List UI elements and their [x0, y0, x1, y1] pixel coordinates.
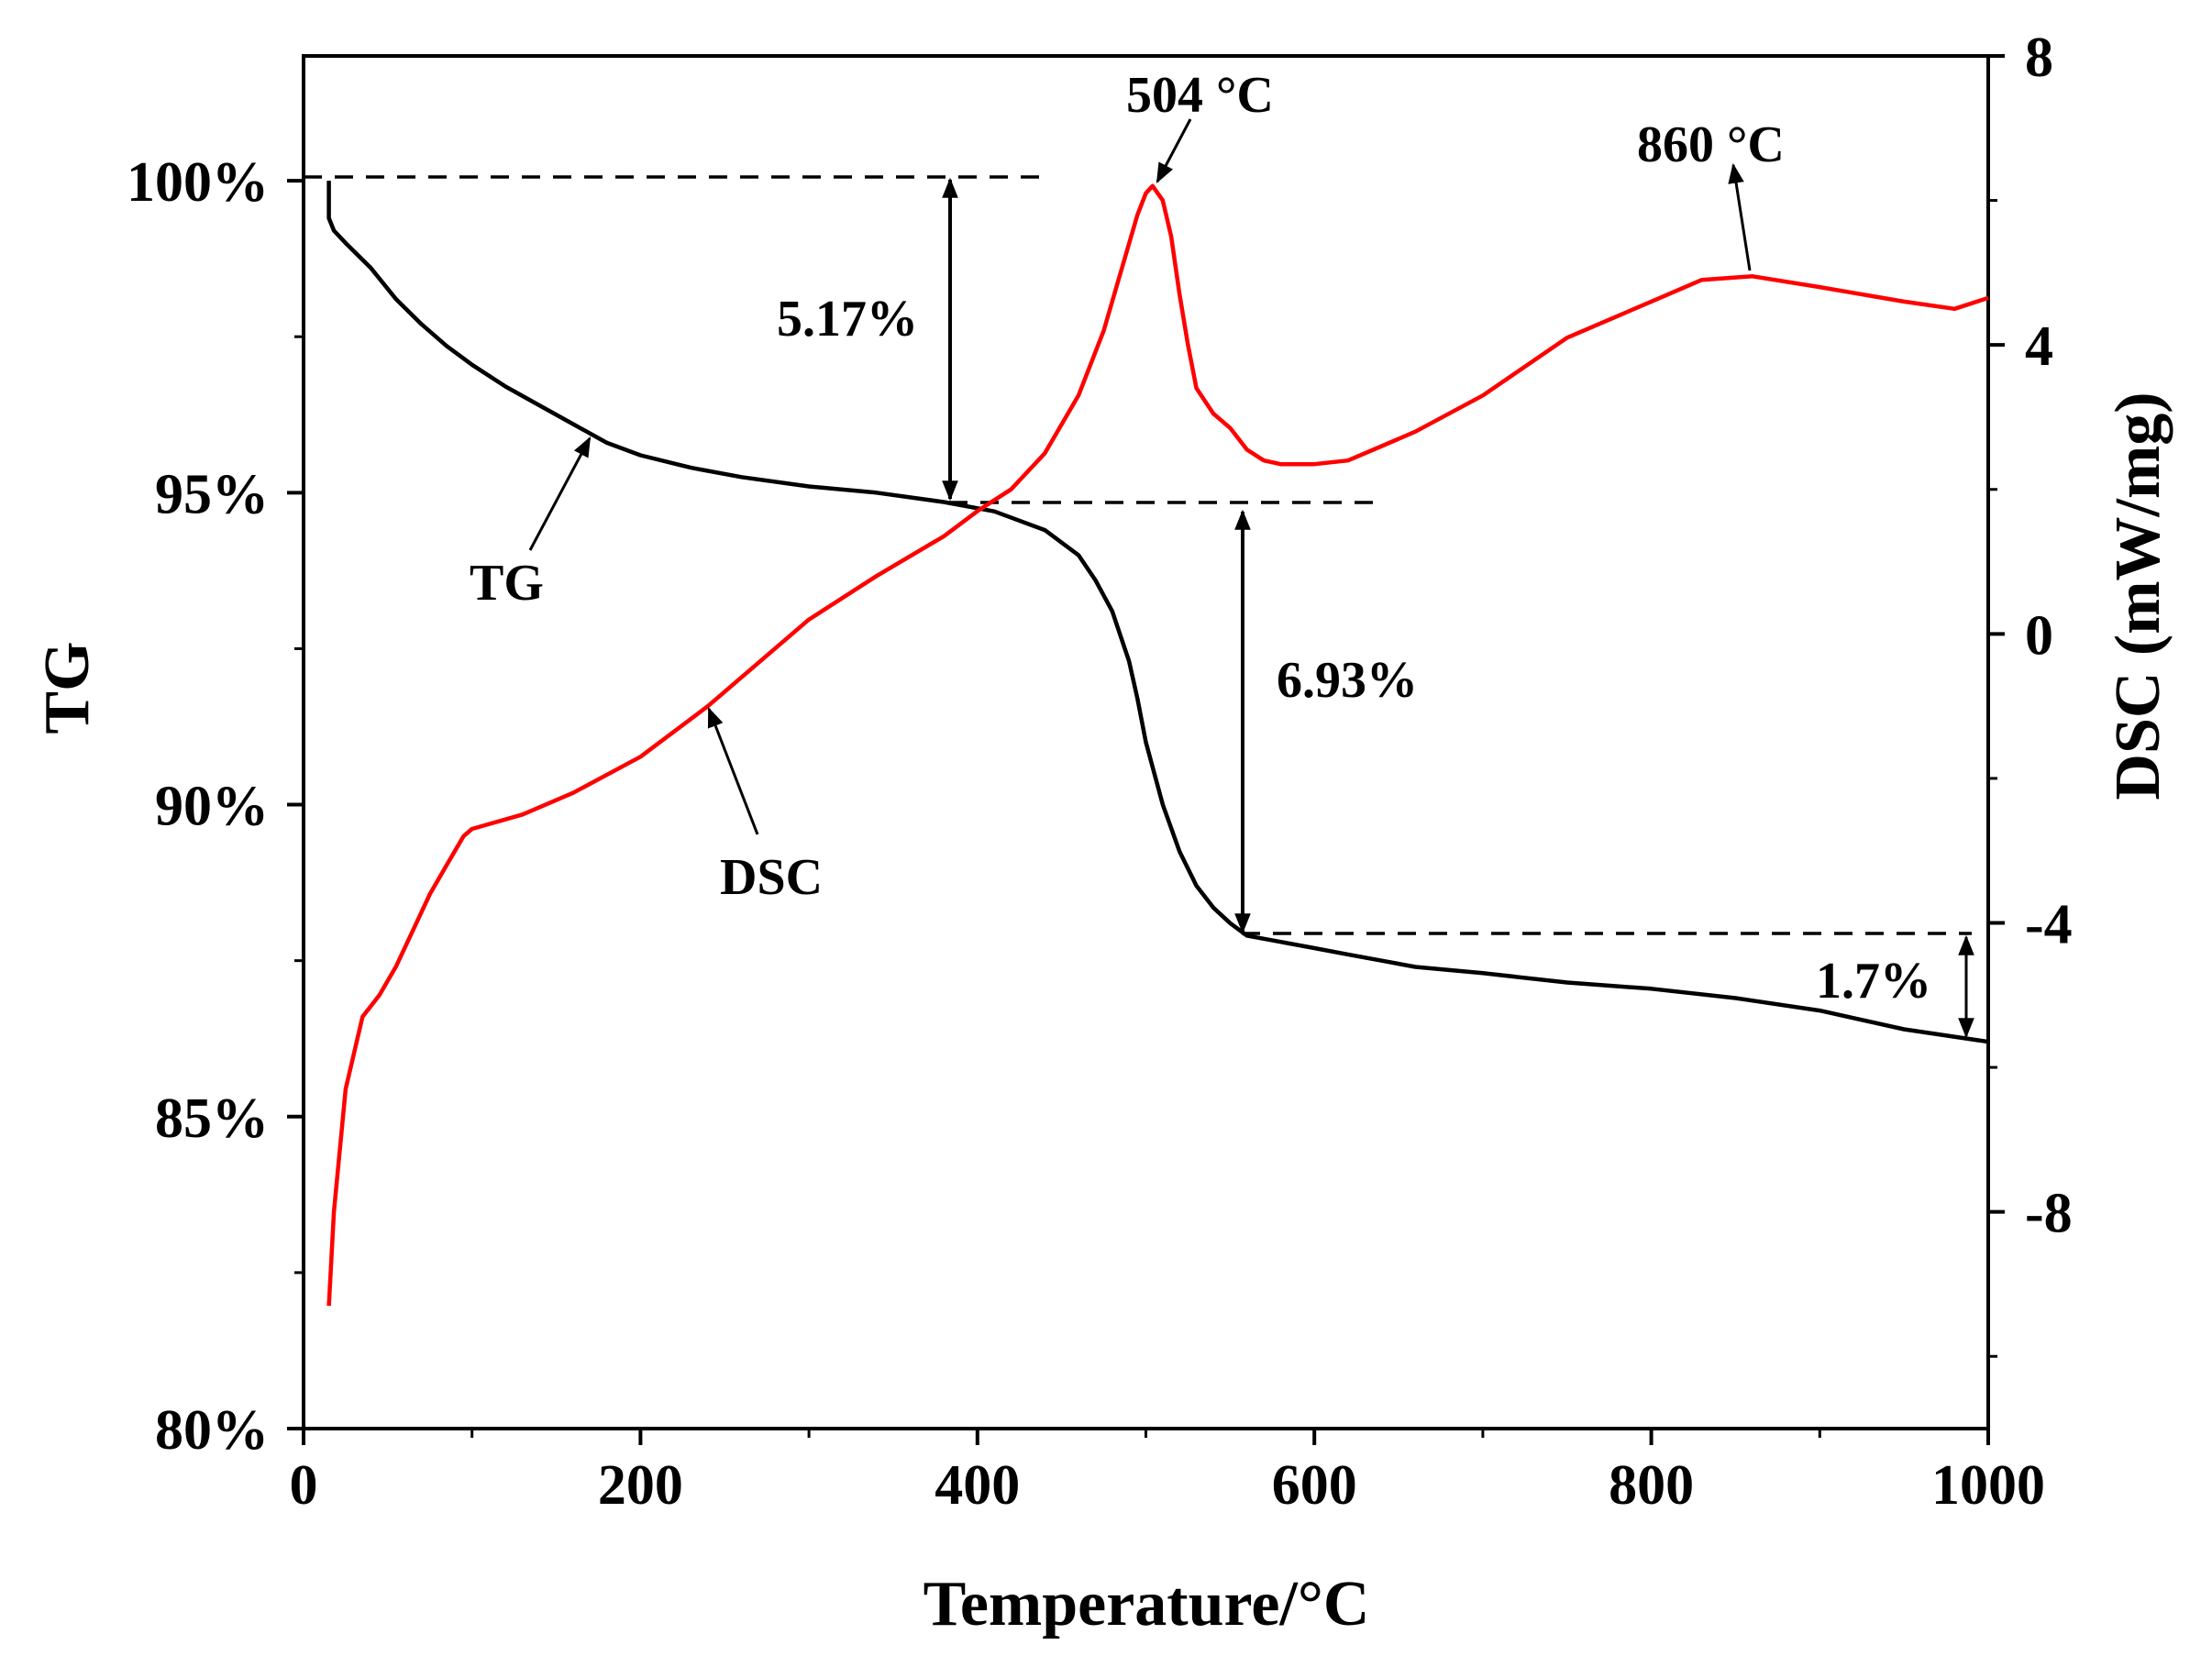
dsc-series-label: DSC — [720, 849, 823, 906]
left-tick-label: 85% — [155, 1087, 269, 1150]
left-tick-label: 100% — [127, 151, 269, 214]
right-axis-title: DSC (mW/mg) — [2103, 392, 2173, 800]
left-tick-label: 80% — [155, 1399, 269, 1462]
left-axis-ticks: 80% 85% 90% 95% 100% — [127, 151, 304, 1462]
right-tick-label: -4 — [2025, 893, 2073, 955]
x-tick-label: 600 — [1272, 1454, 1357, 1517]
peak504-pointer-arrow — [1156, 118, 1192, 183]
right-tick-label: 0 — [2025, 604, 2053, 667]
plot-frame — [302, 54, 1990, 1430]
right-tick-label: 4 — [2025, 315, 2053, 378]
x-tick-label: 1000 — [1931, 1454, 2045, 1517]
dsc-series-line — [326, 183, 1989, 1307]
x-tick-label: 0 — [290, 1454, 318, 1517]
left-tick-label: 90% — [155, 776, 269, 838]
right-tick-label: 8 — [2025, 27, 2053, 89]
peak-860-label: 860 °C — [1637, 116, 1785, 173]
mass-loss-17-label: 1.7% — [1816, 953, 1931, 1010]
tg-pointer-arrow — [528, 436, 592, 551]
peak860-pointer-arrow — [1728, 162, 1752, 271]
right-tick-label: -8 — [2025, 1183, 2073, 1245]
tg-series-line — [326, 181, 1989, 1044]
x-tick-label: 200 — [598, 1454, 683, 1517]
x-tick-label: 400 — [935, 1454, 1020, 1517]
right-axis-ticks: -8 -4 0 4 8 — [1988, 27, 2073, 1358]
x-tick-label: 800 — [1609, 1454, 1694, 1517]
mass-loss-517-label: 5.17% — [777, 291, 918, 348]
x-axis-title: Temperature/°C — [924, 1569, 1370, 1639]
left-axis-title: TG — [32, 641, 103, 734]
x-axis-ticks: 0 200 400 600 800 1000 — [290, 1429, 2045, 1517]
tg-series-label: TG — [470, 555, 544, 612]
peak-504-label: 504 °C — [1126, 67, 1274, 124]
left-tick-label: 95% — [155, 463, 269, 525]
dsc-pointer-arrow — [707, 706, 759, 835]
mass-loss-693-label: 6.93% — [1277, 652, 1418, 709]
